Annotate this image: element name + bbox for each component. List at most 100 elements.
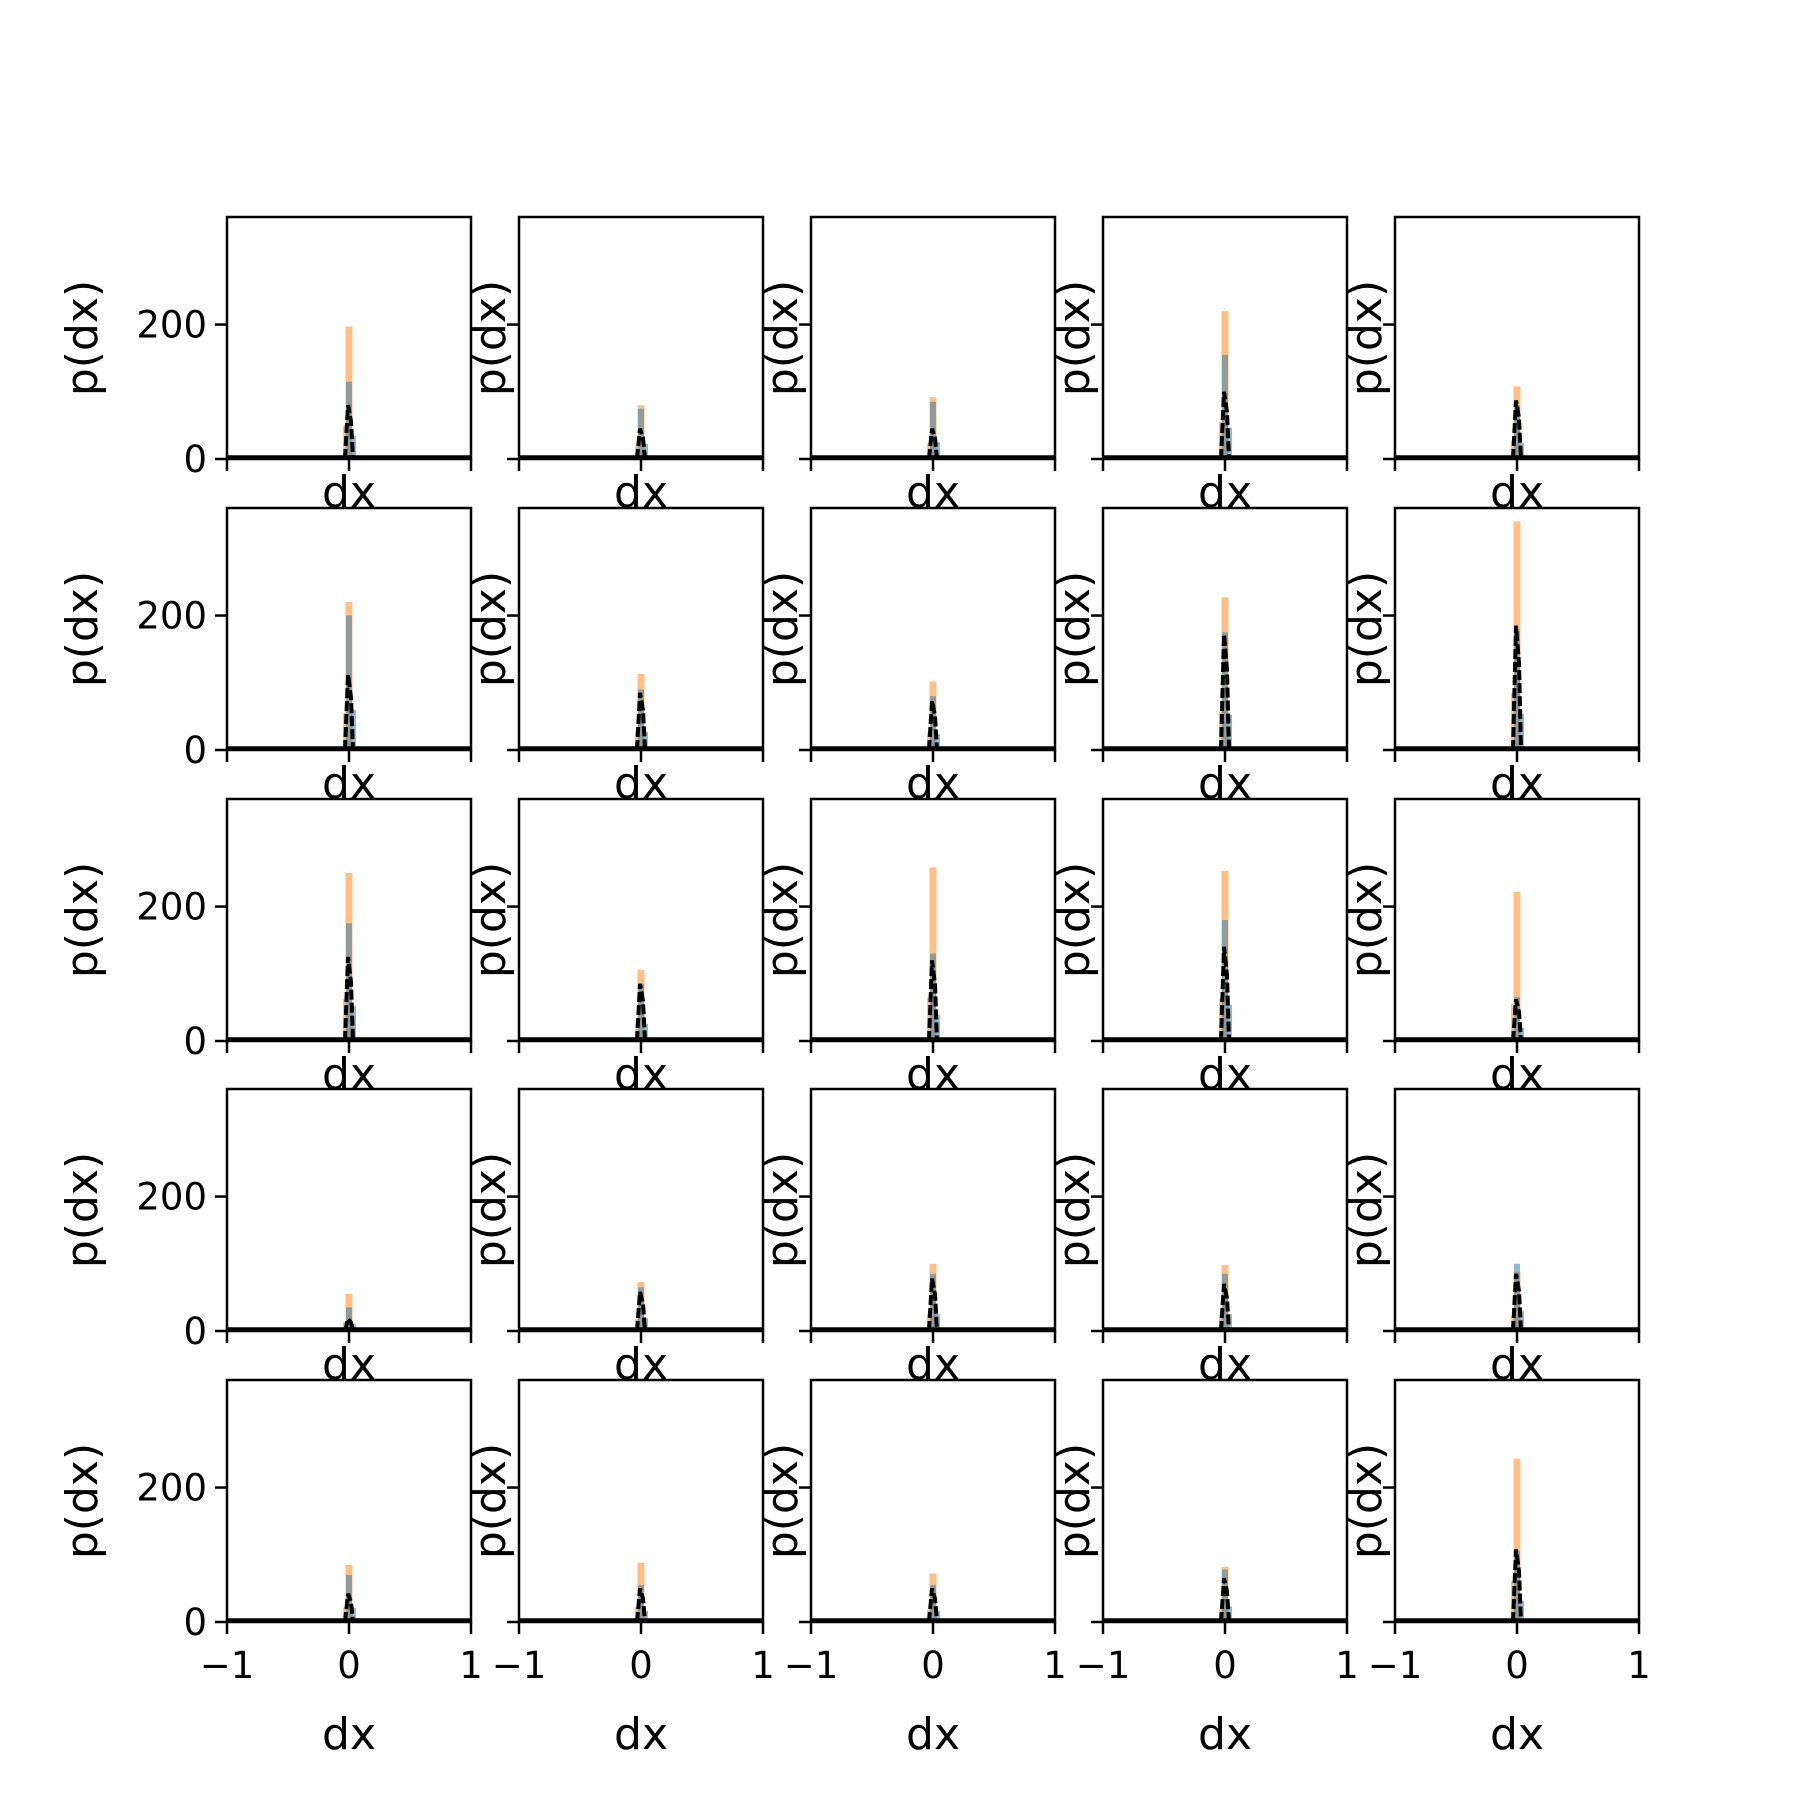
orange-histogram-bar bbox=[1513, 891, 1521, 1041]
panel-r1-c3: dx p(dx) bbox=[757, 215, 1057, 518]
panel-r4-c3: dx p(dx) bbox=[757, 1087, 1057, 1390]
y-axis-label: p(dx) bbox=[757, 280, 808, 396]
x-tick-label: 0 bbox=[629, 1644, 653, 1687]
x-axis-label: dx bbox=[322, 1339, 376, 1390]
blue-histogram-bar bbox=[638, 1287, 644, 1331]
panel-r4-c1: dx 0 200 p(dx) bbox=[57, 1087, 473, 1390]
dashed-density-line bbox=[1511, 625, 1523, 751]
x-axis-label: dx bbox=[1198, 758, 1252, 809]
blue-histogram-bar bbox=[930, 696, 936, 750]
x-tick-label: 0 bbox=[1505, 1644, 1529, 1687]
y-tick-label: 0 bbox=[183, 729, 207, 772]
x-axis-label: dx bbox=[1490, 1709, 1544, 1760]
x-axis-label: dx bbox=[1198, 1709, 1252, 1760]
x-tick-label: 0 bbox=[337, 1644, 361, 1687]
dashed-density-line bbox=[343, 1314, 355, 1332]
x-axis-label: dx bbox=[1490, 1049, 1544, 1100]
y-axis-label: p(dx) bbox=[757, 1152, 808, 1268]
x-tick-label: −1 bbox=[492, 1644, 547, 1687]
dashed-density-line bbox=[635, 1291, 647, 1332]
y-axis-label: p(dx) bbox=[1341, 571, 1392, 687]
dashed-density-line bbox=[635, 692, 647, 751]
panel-r5-c3: −1 0 1 dx p(dx) bbox=[757, 1378, 1067, 1760]
y-axis-label: p(dx) bbox=[1341, 1152, 1392, 1268]
panel-r1-c2: dx p(dx) bbox=[465, 215, 765, 518]
x-axis-label: dx bbox=[614, 1339, 668, 1390]
dashed-density-line bbox=[1219, 1283, 1231, 1332]
x-axis-label: dx bbox=[322, 467, 376, 518]
y-axis-label: p(dx) bbox=[465, 571, 516, 687]
y-axis-label: p(dx) bbox=[1049, 862, 1100, 978]
panel-r2-c3: dx p(dx) bbox=[757, 506, 1057, 809]
x-axis-label: dx bbox=[322, 1709, 376, 1760]
x-axis-label: dx bbox=[614, 758, 668, 809]
y-tick-label: 200 bbox=[136, 595, 207, 638]
panel-r3-c4: dx p(dx) bbox=[1049, 797, 1349, 1100]
panel-r2-c5: dx p(dx) bbox=[1341, 506, 1641, 809]
panel-r5-c4: −1 0 1 dx p(dx) bbox=[1049, 1378, 1359, 1760]
x-tick-label: 1 bbox=[459, 1644, 483, 1687]
x-axis-label: dx bbox=[906, 1049, 960, 1100]
x-tick-label: −1 bbox=[1368, 1644, 1423, 1687]
panel-r3-c2: dx p(dx) bbox=[465, 797, 765, 1100]
x-axis-label: dx bbox=[906, 1339, 960, 1390]
panel-r2-c2: dx p(dx) bbox=[465, 506, 765, 809]
y-axis-label: p(dx) bbox=[1049, 1443, 1100, 1559]
blue-histogram-bar bbox=[644, 1610, 648, 1622]
dashed-density-line bbox=[343, 1593, 355, 1623]
y-tick-label: 200 bbox=[136, 886, 207, 929]
x-tick-label: 1 bbox=[751, 1644, 775, 1687]
y-axis-label: p(dx) bbox=[57, 1443, 108, 1559]
x-axis-label: dx bbox=[906, 758, 960, 809]
x-axis-label: dx bbox=[1198, 1049, 1252, 1100]
y-axis-label: p(dx) bbox=[57, 862, 108, 978]
blue-histogram-bar bbox=[1222, 1273, 1228, 1331]
panel-r2-c1: dx 0 200 p(dx) bbox=[57, 506, 473, 809]
x-axis-label: dx bbox=[1198, 1339, 1252, 1390]
dashed-density-line bbox=[1219, 634, 1231, 751]
x-axis-label: dx bbox=[614, 1709, 668, 1760]
dashed-density-line bbox=[1511, 400, 1523, 460]
blue-histogram-bar bbox=[638, 689, 644, 750]
dashed-density-line bbox=[1511, 998, 1523, 1042]
x-axis-label: dx bbox=[322, 1049, 376, 1100]
y-axis-label: p(dx) bbox=[465, 1443, 516, 1559]
blue-histogram-bar bbox=[352, 1607, 356, 1622]
y-tick-label: 200 bbox=[136, 304, 207, 347]
blue-histogram-bar bbox=[936, 733, 940, 750]
dashed-density-line bbox=[1511, 1273, 1523, 1332]
blue-histogram-bar bbox=[1514, 629, 1520, 750]
x-axis-label: dx bbox=[614, 1049, 668, 1100]
y-tick-label: 0 bbox=[183, 1601, 207, 1644]
dashed-density-line bbox=[1219, 391, 1231, 460]
blue-histogram-bar bbox=[1514, 405, 1520, 459]
blue-histogram-bar bbox=[1520, 1027, 1524, 1041]
orange-histogram-bar bbox=[1513, 1458, 1521, 1622]
panel-r1-c5: dx p(dx) bbox=[1341, 215, 1641, 518]
x-axis-label: dx bbox=[614, 467, 668, 518]
dashed-density-line bbox=[927, 700, 939, 751]
y-axis-label: p(dx) bbox=[1341, 280, 1392, 396]
panel-r3-c5: dx p(dx) bbox=[1341, 797, 1641, 1100]
y-axis-label: p(dx) bbox=[465, 1152, 516, 1268]
x-tick-label: 1 bbox=[1335, 1644, 1359, 1687]
y-axis-label: p(dx) bbox=[757, 862, 808, 978]
blue-histogram-bar bbox=[1222, 632, 1228, 750]
blue-histogram-bar bbox=[1514, 997, 1520, 1041]
blue-histogram-bar bbox=[930, 1273, 936, 1331]
y-axis-label: p(dx) bbox=[1341, 1443, 1392, 1559]
y-axis-label: p(dx) bbox=[1049, 571, 1100, 687]
blue-histogram-bar bbox=[1514, 1551, 1520, 1622]
x-tick-label: 1 bbox=[1627, 1644, 1651, 1687]
panel-r1-c4: dx p(dx) bbox=[1049, 215, 1349, 518]
blue-histogram-bar bbox=[1222, 1569, 1228, 1622]
x-axis-label: dx bbox=[1490, 1339, 1544, 1390]
panel-r4-c2: dx p(dx) bbox=[465, 1087, 765, 1390]
blue-histogram-bar bbox=[638, 983, 644, 1041]
panel-r5-c5: −1 0 1 dx p(dx) bbox=[1341, 1378, 1651, 1760]
y-axis-label: p(dx) bbox=[757, 1443, 808, 1559]
panel-r3-c1: dx 0 200 p(dx) bbox=[57, 797, 473, 1100]
y-axis-label: p(dx) bbox=[465, 862, 516, 978]
y-axis-label: p(dx) bbox=[757, 571, 808, 687]
x-axis-label: dx bbox=[906, 467, 960, 518]
